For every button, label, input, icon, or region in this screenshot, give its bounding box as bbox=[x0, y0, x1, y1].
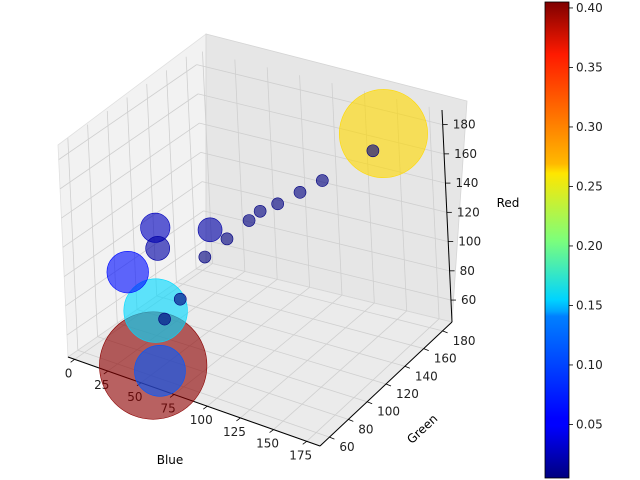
y-axis-ticks: 60 80 100 120 140 160 180 bbox=[329, 330, 476, 454]
data-point bbox=[253, 204, 267, 218]
data-point bbox=[315, 174, 329, 187]
y-tick-label: 180 bbox=[453, 334, 476, 348]
x-tick-mark bbox=[236, 417, 241, 422]
y-tick-mark bbox=[329, 436, 335, 440]
data-point bbox=[242, 214, 256, 227]
x-tick-mark bbox=[269, 429, 274, 433]
z-tick-label: 80 bbox=[460, 264, 475, 278]
data-point bbox=[338, 89, 428, 179]
data-point bbox=[158, 312, 171, 326]
grid-z-back bbox=[204, 239, 452, 301]
grid-y-left bbox=[146, 83, 158, 296]
grid-x-back bbox=[428, 106, 440, 319]
x-tick-mark bbox=[302, 440, 307, 445]
y-tick-mark bbox=[404, 365, 411, 369]
grid-z-left bbox=[62, 152, 202, 248]
z-axis-line bbox=[441, 109, 453, 323]
y-tick-label: 120 bbox=[396, 387, 419, 401]
grid-z-back bbox=[199, 122, 446, 184]
y-tick-label: 100 bbox=[377, 405, 400, 419]
data-point bbox=[145, 236, 171, 261]
colorbar-ticks: 0.05 0.10 0.15 0.20 0.25 0.30 0.35 0.40 bbox=[569, 1, 603, 431]
grid-y-left bbox=[185, 56, 197, 269]
data-point bbox=[106, 250, 149, 294]
x-tick-mark bbox=[203, 405, 208, 410]
x-tick-label: 175 bbox=[289, 448, 312, 462]
x-tick-label: 125 bbox=[223, 425, 246, 439]
grid-z-left bbox=[59, 93, 199, 190]
y-tick-mark bbox=[366, 401, 373, 405]
data-point bbox=[366, 144, 380, 158]
y-tick-mark bbox=[423, 348, 429, 351]
y-tick-label: 160 bbox=[434, 352, 457, 366]
z-tick-label: 60 bbox=[461, 293, 476, 307]
grid-z-left bbox=[63, 181, 203, 277]
z-tick-label: 180 bbox=[453, 118, 476, 132]
data-point bbox=[271, 197, 284, 211]
grid-x-back bbox=[266, 67, 278, 280]
grid-x-back bbox=[234, 59, 246, 272]
data-point bbox=[198, 250, 212, 264]
data-points bbox=[99, 89, 428, 420]
y-tick-mark bbox=[385, 383, 392, 387]
x-tick-label: 150 bbox=[256, 437, 279, 451]
colorbar-tick-label: 0.25 bbox=[576, 179, 603, 193]
x-tick-mark bbox=[70, 359, 75, 363]
grid-y-floor bbox=[176, 281, 424, 349]
z-tick-label: 120 bbox=[457, 205, 480, 219]
colorbar: 0.05 0.10 0.15 0.20 0.25 0.30 0.35 0.40 bbox=[544, 1, 603, 479]
grid-z-left bbox=[61, 122, 200, 219]
y-tick-mark bbox=[442, 330, 448, 334]
data-point bbox=[173, 292, 187, 306]
grid-y-left bbox=[87, 124, 98, 337]
colorbar-tick-label: 0.30 bbox=[576, 120, 603, 134]
x-tick-label: 100 bbox=[190, 413, 213, 427]
colorbar-tick-label: 0.35 bbox=[576, 60, 603, 74]
colorbar-tick-label: 0.20 bbox=[576, 239, 603, 253]
z-tick-label: 160 bbox=[454, 147, 477, 161]
colorbar-gradient bbox=[544, 1, 570, 479]
y-tick-label: 140 bbox=[415, 369, 438, 383]
z-axis-label: Red bbox=[497, 196, 520, 210]
data-point bbox=[197, 217, 223, 243]
data-point bbox=[293, 185, 307, 199]
x-axis-label: Blue bbox=[157, 453, 184, 467]
grid-z-left bbox=[58, 64, 197, 160]
colorbar-tick-label: 0.05 bbox=[576, 417, 603, 431]
z-tick-label: 140 bbox=[455, 176, 478, 190]
y-tick-label: 60 bbox=[339, 440, 354, 454]
grid-y-left bbox=[166, 70, 177, 283]
grid-x-back bbox=[331, 83, 343, 296]
y-tick-label: 80 bbox=[358, 422, 373, 436]
grid-z-back bbox=[202, 181, 449, 242]
z-axis-ticks: 60 80 100 120 140 160 180 bbox=[442, 118, 481, 307]
x-tick-label: 0 bbox=[65, 366, 73, 380]
z-tick-label: 100 bbox=[458, 235, 481, 249]
grid-x-back bbox=[299, 75, 310, 288]
grid-y-floor bbox=[156, 295, 405, 367]
colorbar-tick-label: 0.40 bbox=[576, 1, 603, 15]
data-point bbox=[220, 232, 234, 246]
y-axis-label: Green bbox=[404, 412, 440, 447]
y-tick-mark bbox=[348, 419, 354, 422]
data-point bbox=[123, 278, 188, 343]
colorbar-tick-label: 0.10 bbox=[576, 358, 603, 372]
colorbar-tick-label: 0.15 bbox=[576, 298, 603, 312]
grid-y-floor bbox=[196, 268, 443, 332]
data-point bbox=[134, 344, 186, 397]
grid-y-left bbox=[67, 138, 79, 351]
